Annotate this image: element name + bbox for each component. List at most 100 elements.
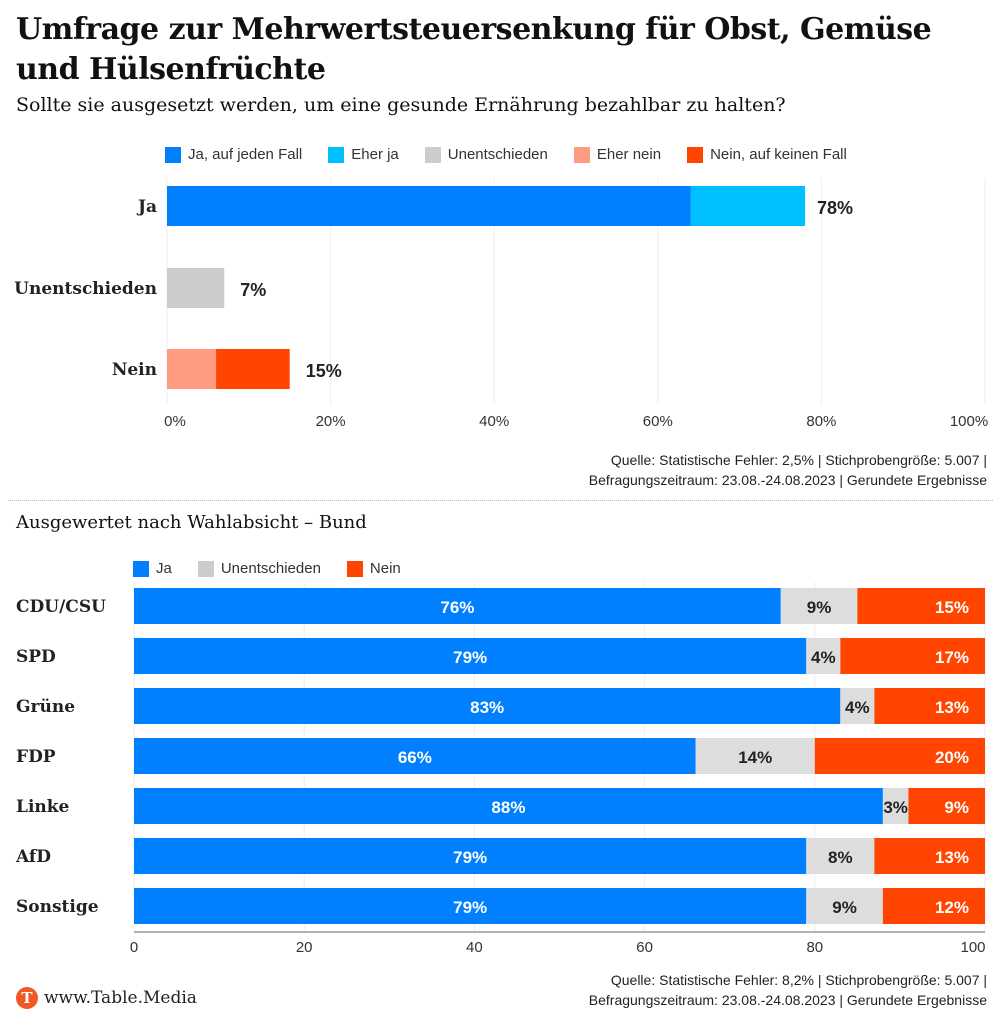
party-label: Linke — [16, 797, 70, 817]
bar-segment — [167, 349, 217, 389]
source-line-2: Befragungszeitraum: 23.08.-24.08.2023 | … — [588, 992, 987, 1008]
category-label: Nein — [112, 360, 157, 380]
segment-value-label: 13% — [935, 848, 969, 867]
segment-value-label: 79% — [453, 648, 487, 667]
segment-value-label: 12% — [935, 898, 969, 917]
segment-value-label: 14% — [738, 748, 772, 767]
legend-item: Unentschieden — [424, 146, 548, 163]
party-label: FDP — [16, 747, 56, 767]
section-divider — [8, 500, 993, 501]
segment-value-label: 4% — [811, 648, 836, 667]
bar-segment-nein — [874, 838, 985, 874]
bar-segment-ja — [134, 588, 781, 624]
x-tick-label: 0 — [130, 939, 138, 956]
segment-value-label: 9% — [944, 798, 969, 817]
legend-label: Unentschieden — [220, 560, 321, 577]
bar-total-label: 7% — [240, 280, 266, 300]
segment-value-label: 17% — [935, 648, 969, 667]
bar-segment-unentschieden — [695, 738, 815, 774]
segment-value-label: 9% — [807, 598, 832, 617]
bar-total-label: 15% — [306, 361, 342, 381]
bar-segment-unentschieden — [806, 638, 841, 674]
bar-segment-ja — [134, 888, 807, 924]
legend-item: Nein — [346, 560, 401, 577]
legend-label: Ja, auf jeden Fall — [188, 146, 303, 163]
legend-swatch — [133, 560, 149, 577]
bar-segment-ja — [134, 688, 841, 724]
x-tick-label: 0% — [164, 413, 186, 430]
segment-value-label: 4% — [845, 698, 870, 717]
bar-segment-ja — [134, 638, 807, 674]
segment-value-label: 83% — [470, 698, 504, 717]
x-tick-label: 20 — [296, 939, 313, 956]
x-tick-label: 60% — [643, 413, 673, 430]
party-label: AfD — [15, 847, 51, 867]
legend-swatch — [346, 560, 363, 577]
legend-swatch — [197, 560, 214, 577]
legend-swatch — [573, 146, 590, 163]
legend-swatch — [424, 146, 441, 163]
bar-segment-nein — [814, 738, 985, 774]
x-tick-label: 100 — [960, 939, 985, 956]
party-label: SPD — [16, 647, 56, 667]
bar-segment-unentschieden — [882, 788, 909, 824]
legend-swatch — [165, 146, 181, 163]
bar-segment-unentschieden — [840, 688, 875, 724]
bar-segment — [167, 186, 691, 226]
party-label: CDU/CSU — [16, 597, 106, 617]
legend-party-chart: Ja Unentschieden Nein — [133, 560, 427, 577]
party-chart: 0 20 40 60 80 100 CDU/CSU 76% 9% 15% SPD 79% 4% 17% Gr… — [15, 582, 986, 956]
bar-segment-unentschieden — [780, 588, 858, 624]
segment-value-label: 79% — [453, 898, 487, 917]
party-label: Grüne — [16, 697, 75, 717]
legend-label: Ja — [156, 560, 172, 577]
bar-total-label: 78% — [817, 198, 853, 218]
segment-value-label: 3% — [883, 798, 908, 817]
x-tick-label: 40% — [479, 413, 509, 430]
bar-segment — [216, 349, 290, 389]
legend-label: Nein — [369, 560, 401, 577]
segment-value-label: 8% — [828, 848, 853, 867]
segment-value-label: 88% — [491, 798, 525, 817]
legend-item: Eher nein — [573, 146, 662, 163]
bar-segment-nein — [840, 638, 985, 674]
source-note-top: Quelle: Statistische Fehler: 2,5% | Stic… — [589, 450, 987, 490]
legend-item: Unentschieden — [197, 560, 321, 577]
chart-subtitle: Sollte sie ausgesetzt werden, um eine ge… — [16, 94, 786, 116]
section-heading: Ausgewertet nach Wahlabsicht – Bund — [16, 512, 367, 533]
segment-value-label: 15% — [935, 598, 969, 617]
bar-segment-nein — [874, 688, 985, 724]
x-tick-label: 20% — [316, 413, 346, 430]
segment-value-label: 76% — [440, 598, 474, 617]
legend-swatch — [687, 146, 704, 163]
bar-segment — [690, 186, 806, 226]
bar-segment-unentschieden — [806, 888, 883, 924]
legend-label: Eher nein — [596, 146, 662, 163]
segment-value-label: 79% — [453, 848, 487, 867]
segment-value-label: 13% — [935, 698, 969, 717]
x-tick-label: 100% — [950, 413, 988, 430]
table-media-logo-icon: T — [16, 987, 38, 1009]
x-tick-label: 80% — [806, 413, 836, 430]
segment-value-label: 20% — [935, 748, 969, 767]
source-line-2: Befragungszeitraum: 23.08.-24.08.2023 | … — [588, 472, 987, 488]
brand: T www.Table.Media — [16, 987, 197, 1009]
source-line-1: Quelle: Statistische Fehler: 2,5% | Stic… — [610, 452, 987, 468]
category-label: Unentschieden — [14, 279, 157, 299]
x-tick-label: 80 — [806, 939, 823, 956]
legend-item: Nein, auf keinen Fall — [687, 146, 847, 163]
legend-label: Nein, auf keinen Fall — [710, 146, 847, 163]
legend-top-chart: Ja, auf jeden Fall Eher ja Unentschieden Eh… — [165, 146, 873, 163]
bar-segment-nein — [908, 788, 985, 824]
brand-link[interactable]: www.Table.Media — [44, 988, 197, 1008]
source-note-bottom: Quelle: Statistische Fehler: 8,2% | Stic… — [589, 970, 987, 1010]
segment-value-label: 66% — [398, 748, 432, 767]
x-tick-label: 40 — [466, 939, 483, 956]
bar-segment-nein — [857, 588, 985, 624]
bar-segment-nein — [882, 888, 985, 924]
legend-item: Ja, auf jeden Fall — [165, 146, 302, 163]
legend-swatch — [328, 146, 345, 163]
party-label: Sonstige — [16, 897, 99, 917]
segment-value-label: 9% — [832, 898, 857, 917]
source-line-1: Quelle: Statistische Fehler: 8,2% | Stic… — [610, 972, 987, 988]
